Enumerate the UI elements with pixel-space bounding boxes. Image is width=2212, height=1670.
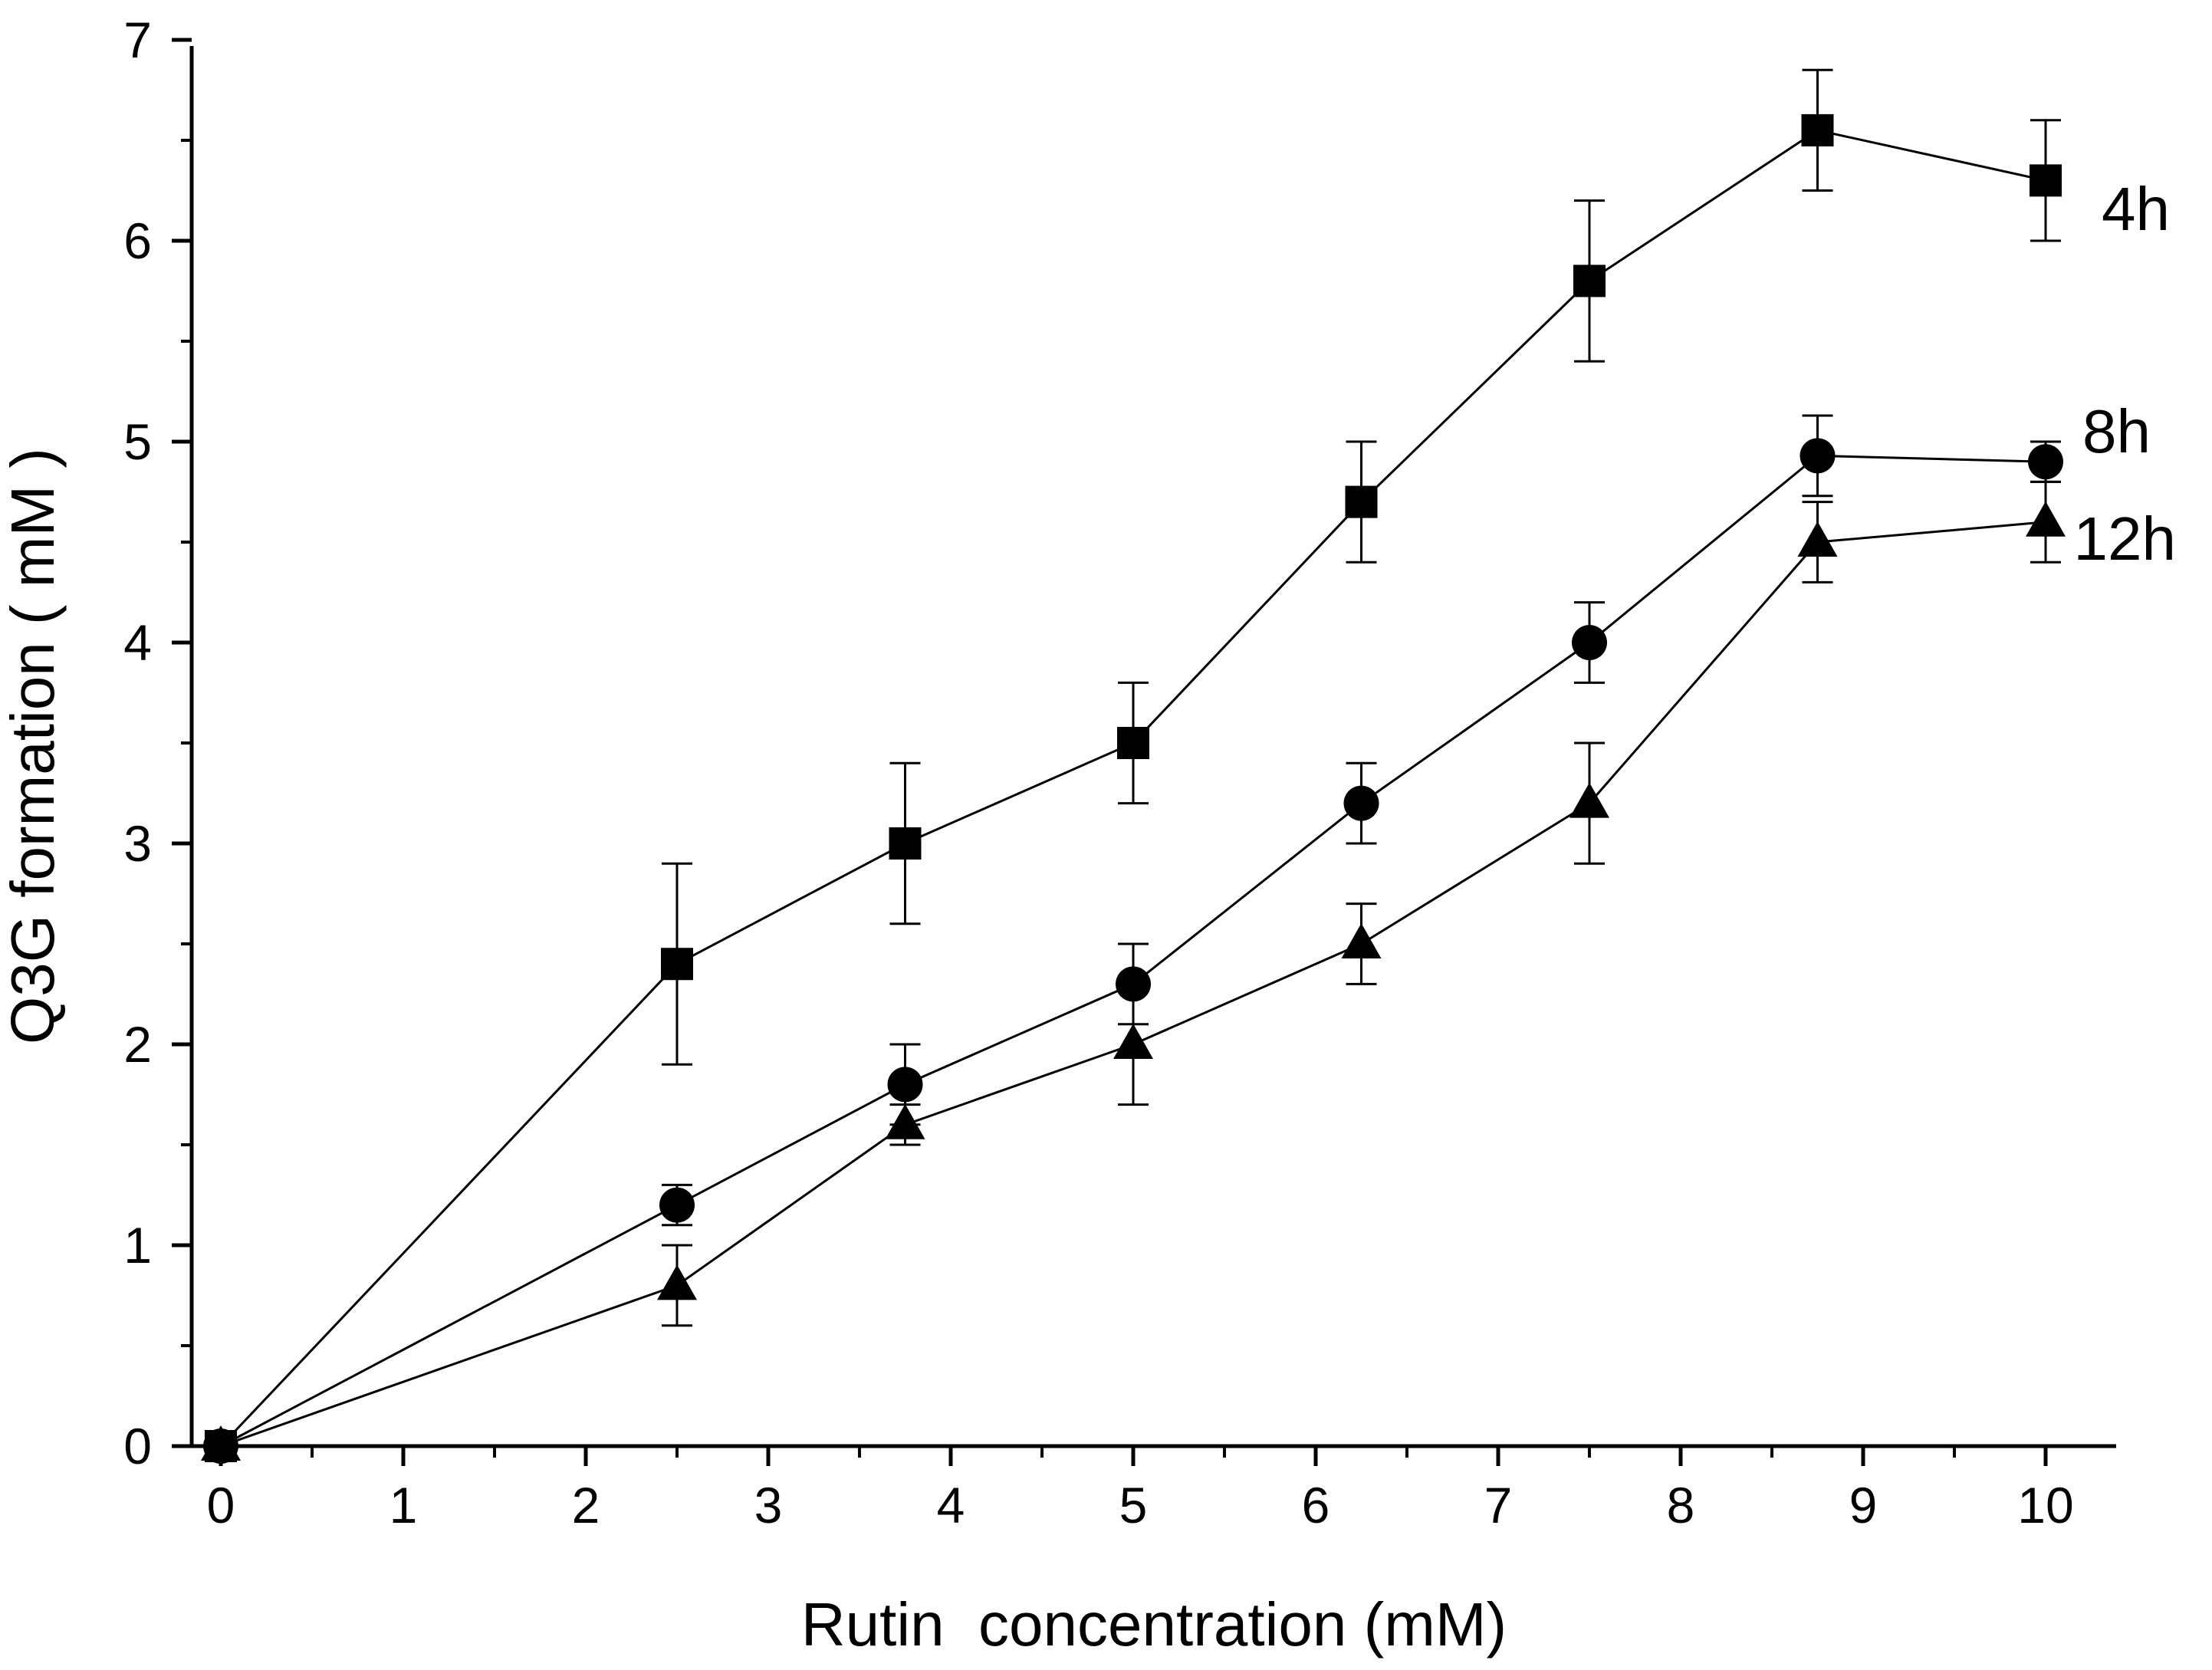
y-axis-title: Q3G formation ( mM ) (0, 448, 67, 1044)
x-tick-label-6: 6 (1302, 1477, 1330, 1534)
data-point-square (661, 948, 693, 981)
y-tick-label-1: 1 (123, 1217, 152, 1274)
data-point-circle (2028, 444, 2063, 480)
y-tick-label-5: 5 (123, 413, 152, 470)
x-tick-label-0: 0 (207, 1477, 235, 1534)
x-axis-title: Rutin concentration (mM) (801, 1590, 1507, 1658)
x-tick-label-3: 3 (754, 1477, 783, 1534)
ticks: 0 1 2 3 4 5 6 7 8 9 10 0 1 2 3 4 5 6 7 (123, 12, 2073, 1534)
series-label-8h: 8h (2082, 397, 2151, 465)
series-8h: 8h (203, 397, 2151, 1464)
y-tick-label-0: 0 (123, 1418, 152, 1474)
data-point-triangle (201, 1425, 241, 1461)
x-tick-label-10: 10 (2017, 1477, 2073, 1534)
y-tick-label-7: 7 (123, 12, 152, 68)
data-point-triangle (1113, 1024, 1153, 1059)
data-point-square (1345, 485, 1378, 518)
data-point-square (889, 827, 922, 860)
y-tick-label-4: 4 (123, 614, 152, 671)
data-point-triangle (2026, 501, 2066, 537)
data-point-triangle (1341, 923, 1382, 958)
data-point-circle (887, 1067, 923, 1103)
x-tick-label-8: 8 (1667, 1477, 1695, 1534)
plot-marks: 4h 8h 12h (201, 68, 2176, 1464)
data-point-circle (1572, 625, 1607, 660)
x-tick-label-9: 9 (1849, 1477, 1878, 1534)
data-point-circle (659, 1187, 695, 1223)
data-point-triangle (657, 1264, 697, 1300)
x-tick-label-7: 7 (1484, 1477, 1513, 1534)
x-tick-label-1: 1 (389, 1477, 418, 1534)
data-point-circle (1800, 438, 1836, 474)
data-point-triangle (1569, 782, 1609, 818)
data-point-square (1801, 113, 1834, 146)
data-point-square (2030, 164, 2062, 197)
y-tick-label-2: 2 (123, 1016, 152, 1073)
series-label-12h: 12h (2074, 505, 2176, 573)
axes (189, 46, 2116, 1448)
y-tick-label-3: 3 (123, 815, 152, 872)
data-point-circle (1343, 785, 1379, 821)
series-label-4h: 4h (2102, 175, 2170, 243)
x-tick-label-2: 2 (572, 1477, 600, 1534)
series-line-8h (220, 454, 2046, 1448)
series-4h: 4h (205, 68, 2170, 1462)
data-point-triangle (885, 1103, 925, 1139)
data-point-square (1117, 727, 1149, 759)
x-tick-label-5: 5 (1119, 1477, 1148, 1534)
series-12h: 12h (201, 480, 2176, 1461)
series-line-4h (219, 129, 2046, 1448)
series-line-12h (220, 521, 2046, 1448)
data-point-triangle (1797, 521, 1838, 557)
y-tick-label-6: 6 (123, 212, 152, 269)
data-point-square (1573, 265, 1606, 298)
x-tick-label-4: 4 (937, 1477, 965, 1534)
